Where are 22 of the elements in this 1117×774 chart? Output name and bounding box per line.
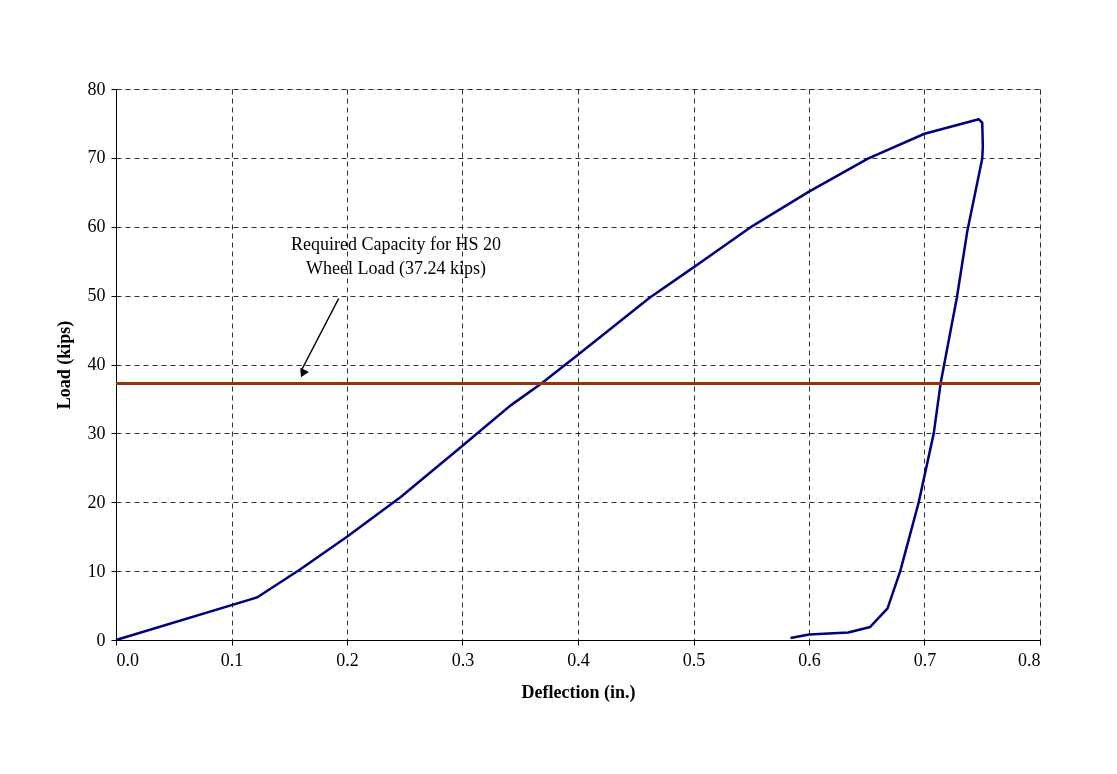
y-tick-label: 40 <box>87 354 106 374</box>
x-tick-label: 0.5 <box>682 649 706 670</box>
x-tick-label: 0.6 <box>798 649 821 670</box>
y-tick-label: 20 <box>87 491 106 512</box>
y-tick-label: 80 <box>87 78 106 99</box>
y-tick-label: 60 <box>87 216 106 237</box>
y-tick-label: 70 <box>87 147 106 168</box>
x-tick-label: 0.8 <box>1018 649 1041 670</box>
y-tick-label: 30 <box>87 422 106 443</box>
y-tick-label: 10 <box>87 560 106 581</box>
y-tick-label: 50 <box>87 285 106 306</box>
x-tick-label: 0.2 <box>336 649 359 670</box>
x-tick-label: 0.4 <box>567 649 590 670</box>
x-tick-label: 0.7 <box>913 649 937 670</box>
annotation: Required Capacity for HS 20 Wheel Load (37.24 kips) <box>291 233 501 279</box>
y-tick-label: 0 <box>96 629 106 650</box>
x-axis-title: Deflection (in.) <box>521 681 636 703</box>
x-tick-label: 0.0 <box>116 649 139 670</box>
x-tick-label: 0.3 <box>451 649 475 670</box>
line-series <box>114 118 985 642</box>
x-tick-label: 0.1 <box>220 649 244 670</box>
y-axis-title: Load (kips) <box>53 320 75 410</box>
